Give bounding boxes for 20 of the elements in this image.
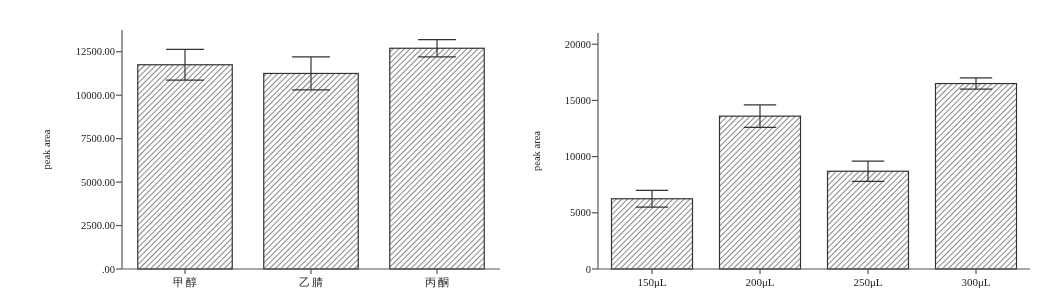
x-tick-label: 250μL: [853, 276, 883, 288]
x-tick-label: 甲 醇: [172, 276, 198, 288]
x-tick-label: 150μL: [637, 276, 667, 288]
y-tick-label: 2500.00: [80, 220, 115, 232]
y-tick-label: 5000: [570, 207, 591, 219]
y-tick-label: 10000: [564, 151, 591, 163]
y-tick-label: 12500.00: [75, 46, 115, 58]
y-tick-label: 10000.00: [75, 89, 115, 101]
x-tick-label: 乙 腈: [298, 276, 324, 288]
y-tick-label: 7500.00: [80, 133, 115, 145]
y-axis-title: peak area: [531, 130, 542, 171]
x-tick-label: 300μL: [961, 276, 991, 288]
y-axis-title: peak area: [41, 129, 52, 170]
x-tick-label: 丙 酮: [424, 276, 450, 288]
y-tick-label: 0: [585, 263, 591, 275]
y-tick-label: 5000.00: [80, 176, 115, 188]
y-tick-label: 20000: [564, 38, 591, 50]
y-tick-label: 15000: [564, 94, 591, 106]
y-tick-label: .00: [101, 263, 115, 275]
x-tick-label: 200μL: [745, 276, 775, 288]
